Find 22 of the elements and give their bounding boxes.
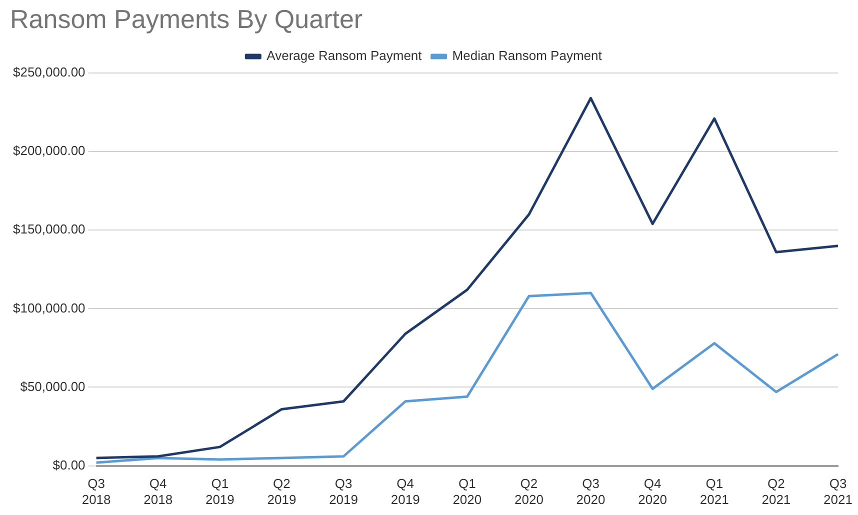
y-tick-label: $100,000.00 [12, 300, 86, 316]
x-tick-label: Q2 2021 [762, 476, 791, 507]
y-tick-label: $200,000.00 [12, 143, 86, 158]
x-tick-label: Q4 2020 [638, 476, 668, 507]
chart-title: Ransom Payments By Quarter [10, 4, 363, 35]
x-tick-label: Q3 2021 [824, 476, 852, 507]
y-tick-label: $50,000.00 [20, 378, 86, 394]
x-tick-label: Q3 2018 [82, 476, 111, 507]
legend-label: Average Ransom Payment [266, 48, 422, 64]
x-tick-label: Q1 2020 [452, 476, 482, 507]
y-tick-label: $250,000.00 [12, 64, 86, 80]
x-tick-label: Q1 2021 [700, 476, 729, 507]
x-tick-label: Q4 2019 [390, 476, 420, 507]
y-tick-label: $150,000.00 [12, 222, 86, 237]
y-tick-label: $0.00 [52, 457, 86, 472]
x-tick-label: Q2 2019 [267, 476, 296, 507]
x-tick-label: Q4 2018 [144, 476, 173, 507]
x-tick-label: Q3 2019 [329, 476, 358, 507]
x-tick-label: Q2 2020 [514, 476, 544, 507]
x-tick-label: Q1 2019 [205, 476, 234, 507]
legend-label: Median Ransom Payment [452, 48, 602, 64]
x-tick-label: Q3 2020 [576, 476, 606, 507]
